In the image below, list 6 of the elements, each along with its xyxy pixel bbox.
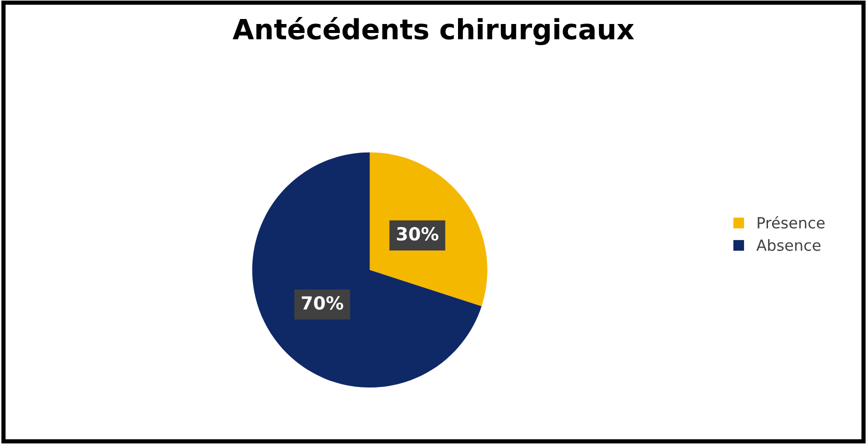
legend-label: Absence bbox=[756, 239, 820, 251]
chart-title: Antécédents chirurgicaux bbox=[232, 16, 634, 46]
legend-label: Présence bbox=[758, 216, 825, 229]
data-label: 70% bbox=[302, 296, 344, 310]
pie-slice bbox=[252, 152, 482, 388]
data-label: 30% bbox=[396, 226, 438, 241]
